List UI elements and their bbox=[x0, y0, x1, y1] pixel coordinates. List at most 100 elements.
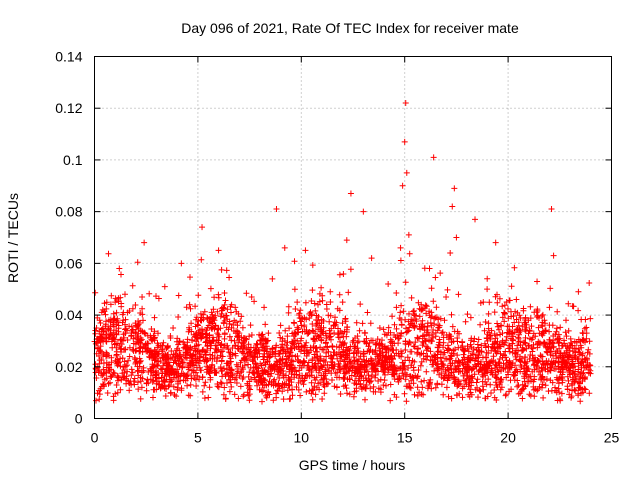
roti-point bbox=[161, 283, 168, 290]
roti-point bbox=[101, 376, 108, 383]
roti-point bbox=[92, 361, 99, 368]
roti-point bbox=[306, 366, 313, 373]
roti-point bbox=[124, 309, 131, 316]
roti-point bbox=[223, 366, 230, 373]
roti-point bbox=[538, 353, 545, 360]
scatter-cloud-markers bbox=[91, 250, 594, 405]
roti-point bbox=[455, 291, 462, 298]
roti-point bbox=[343, 237, 350, 244]
y-tick-label: 0.08 bbox=[55, 204, 82, 220]
roti-point bbox=[105, 317, 112, 324]
roti-point bbox=[558, 361, 565, 368]
roti-point bbox=[153, 371, 160, 378]
x-tick-label: 5 bbox=[194, 430, 202, 446]
x-tick-label: 0 bbox=[91, 430, 99, 446]
roti-point bbox=[118, 345, 125, 352]
roti-point bbox=[426, 265, 433, 272]
roti-point bbox=[151, 314, 158, 321]
roti-point bbox=[126, 353, 133, 360]
roti-point bbox=[211, 317, 218, 324]
roti-point bbox=[409, 317, 416, 324]
roti-point bbox=[529, 345, 536, 352]
roti-point bbox=[513, 296, 520, 303]
roti-point bbox=[116, 265, 123, 272]
x-tick-label: 10 bbox=[294, 430, 310, 446]
roti-point bbox=[240, 374, 247, 381]
roti-point bbox=[453, 234, 460, 241]
roti-point bbox=[227, 309, 234, 316]
roti-point bbox=[438, 330, 445, 337]
roti-point bbox=[302, 247, 309, 254]
roti-point bbox=[405, 231, 412, 238]
roti-point bbox=[103, 350, 110, 357]
x-axis-label: GPS time / hours bbox=[299, 457, 406, 473]
roti-point bbox=[327, 288, 334, 295]
roti-point bbox=[269, 275, 276, 282]
roti-point bbox=[130, 340, 137, 347]
roti-point bbox=[145, 368, 152, 375]
roti-point bbox=[583, 330, 590, 337]
roti-point bbox=[372, 356, 379, 363]
roti-point bbox=[310, 343, 317, 350]
roti-point bbox=[376, 325, 383, 331]
roti-point bbox=[134, 379, 141, 386]
y-tick-label: 0.14 bbox=[55, 49, 82, 65]
roti-point bbox=[364, 309, 371, 316]
roti-point bbox=[496, 356, 503, 363]
roti-point bbox=[95, 368, 102, 375]
roti-point bbox=[110, 335, 117, 342]
roti-point bbox=[492, 239, 499, 246]
y-axis-label: ROTI / TECUs bbox=[5, 193, 21, 283]
roti-point bbox=[128, 366, 135, 373]
roti-point bbox=[219, 353, 226, 360]
roti-point bbox=[132, 322, 139, 329]
roti-point bbox=[190, 368, 197, 375]
roti-point bbox=[403, 169, 410, 176]
y-tick-label: 0.04 bbox=[55, 307, 82, 323]
roti-point bbox=[298, 335, 305, 342]
roti-point bbox=[108, 366, 115, 373]
roti-point bbox=[447, 250, 454, 257]
roti-point bbox=[256, 337, 263, 344]
roti-point bbox=[381, 368, 388, 375]
roti-point bbox=[170, 325, 177, 331]
roti-point bbox=[199, 224, 206, 231]
roti-point bbox=[261, 304, 268, 311]
y-tick-label: 0 bbox=[75, 411, 83, 427]
roti-point bbox=[563, 317, 570, 324]
roti-point bbox=[579, 358, 586, 365]
x-tick-label: 25 bbox=[604, 430, 620, 446]
roti-point bbox=[414, 350, 421, 357]
y-tick-label: 0.1 bbox=[63, 152, 83, 168]
roti-point bbox=[165, 356, 172, 363]
roti-point bbox=[178, 260, 185, 267]
roti-point bbox=[385, 281, 392, 288]
roti-point bbox=[339, 299, 346, 306]
axis-ticks: 0 5 10 15 20 25 0 0.02 0.04 0.06 0.08 0.1 0.12 0.14 bbox=[55, 49, 619, 446]
roti-point bbox=[194, 335, 201, 342]
roti-point bbox=[534, 278, 541, 285]
roti-point bbox=[120, 374, 127, 381]
y-tick-label: 0.06 bbox=[55, 255, 82, 271]
roti-point bbox=[401, 138, 408, 145]
roti-point bbox=[567, 371, 574, 378]
roti-point bbox=[451, 185, 458, 192]
roti-point bbox=[505, 368, 512, 375]
roti-point bbox=[418, 301, 425, 308]
roti-point bbox=[112, 299, 119, 306]
roti-point bbox=[114, 358, 121, 365]
roti-point bbox=[248, 293, 255, 300]
roti-point bbox=[136, 358, 143, 365]
roti-point bbox=[122, 330, 129, 337]
roti-point bbox=[157, 343, 164, 350]
roti-point bbox=[174, 366, 181, 373]
roti-point bbox=[521, 319, 528, 326]
roti-point bbox=[285, 348, 292, 355]
roti-point bbox=[397, 244, 404, 251]
roti-point bbox=[99, 306, 106, 313]
chart-title: Day 096 of 2021, Rate Of TEC Index for r… bbox=[181, 20, 519, 36]
roti-point bbox=[472, 216, 479, 223]
roti-point bbox=[463, 366, 470, 373]
grid bbox=[94, 56, 612, 419]
